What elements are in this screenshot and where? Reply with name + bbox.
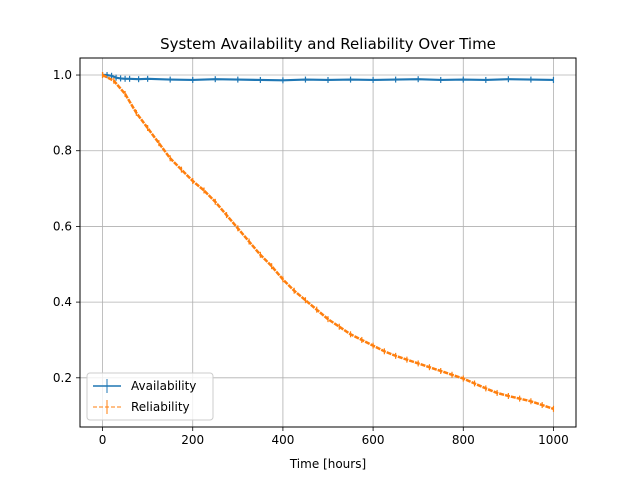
y-tick-label: 0.4 (53, 295, 72, 309)
series-reliability (101, 72, 555, 412)
grid (80, 58, 576, 427)
series-layer (101, 72, 555, 412)
y-tick-label: 0.6 (53, 219, 72, 233)
series-availability (101, 72, 555, 84)
legend-box (86, 372, 214, 421)
plot-frame (79, 57, 577, 428)
y-tick-label: 0.2 (53, 371, 72, 385)
x-tick-label: 400 (271, 433, 294, 447)
x-axis-label: Time [hours] (289, 457, 366, 471)
legend-label-reliability: Reliability (131, 400, 190, 414)
x-tick-label: 800 (452, 433, 475, 447)
chart-title: System Availability and Reliability Over… (160, 35, 496, 53)
axis-ticks: 0 200 400 600 800 1000 0.2 0.4 0.6 0.8 1.0 (53, 68, 569, 447)
y-tick-label: 1.0 (53, 68, 72, 82)
x-tick-label: 600 (362, 433, 385, 447)
x-tick-label: 0 (99, 433, 107, 447)
x-tick-label: 200 (181, 433, 204, 447)
legend: Availability Reliability (86, 372, 214, 421)
x-tick-label: 1000 (538, 433, 569, 447)
y-tick-label: 0.8 (53, 144, 72, 158)
legend-label-availability: Availability (131, 379, 196, 393)
